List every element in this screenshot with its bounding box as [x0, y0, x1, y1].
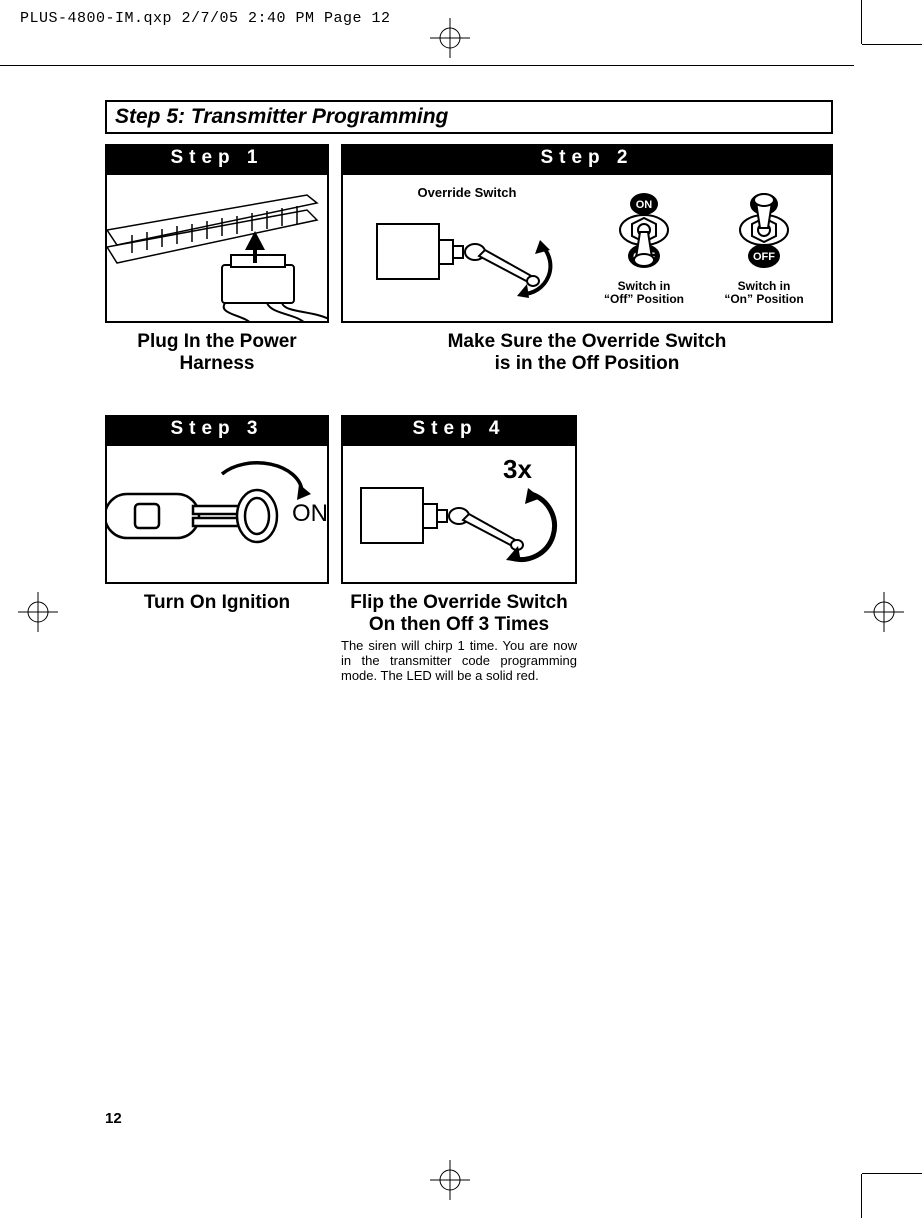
- harness-diagram-icon: [107, 175, 329, 323]
- registration-mark-icon: [430, 1160, 470, 1200]
- step-1-header: Step 1: [105, 144, 329, 173]
- step-4: Step 4 3x: [341, 415, 577, 685]
- crop-mark: [862, 44, 922, 45]
- step-3: Step 3: [105, 415, 329, 685]
- crop-mark: [861, 1174, 862, 1218]
- step-1-caption: Plug In the Power Harness: [105, 331, 329, 375]
- override-switch-side: Override Switch: [355, 185, 579, 311]
- switch-off-caption: Switch in “Off” Position: [589, 280, 699, 306]
- page-content: Step 5: Transmitter Programming Step 1: [105, 100, 833, 724]
- step-4-subcaption: The siren will chirp 1 time. You are now…: [341, 639, 577, 684]
- toggle-off-icon: ON OFF: [604, 190, 684, 280]
- step-2-panel: Override Switch: [341, 173, 833, 323]
- section-title-box: Step 5: Transmitter Programming: [105, 100, 833, 134]
- step-1: Step 1: [105, 144, 329, 375]
- registration-mark-icon: [18, 592, 58, 632]
- svg-text:ON: ON: [636, 199, 653, 211]
- svg-text:OFF: OFF: [753, 251, 775, 263]
- trim-line: [0, 65, 854, 66]
- step-4-header: Step 4: [341, 415, 577, 444]
- section-title: Step 5: Transmitter Programming: [115, 105, 823, 129]
- step-3-caption: Turn On Ignition: [105, 592, 329, 614]
- registration-mark-icon: [864, 592, 904, 632]
- step-1-panel: [105, 173, 329, 323]
- toggle-side-icon: [367, 206, 567, 306]
- registration-mark-icon: [430, 18, 470, 58]
- toggle-flip-icon: 3x: [343, 446, 579, 586]
- step-2-caption: Make Sure the Override Switch is in the …: [341, 331, 833, 375]
- row-2: Step 3: [105, 415, 833, 685]
- svg-text:3x: 3x: [503, 454, 532, 484]
- ignition-key-icon: ON: [107, 446, 331, 586]
- override-switch-label: Override Switch: [355, 185, 579, 200]
- step-4-caption: Flip the Override Switch On then Off 3 T…: [341, 592, 577, 636]
- switch-on-col: ON OFF Switch in “On” Position: [709, 190, 819, 306]
- switch-off-col: ON OFF Switch in “Off” Position: [589, 190, 699, 306]
- crop-mark: [862, 1173, 922, 1174]
- step-4-panel: 3x: [341, 444, 577, 584]
- svg-text:ON: ON: [292, 500, 328, 527]
- page-number: 12: [105, 1110, 122, 1127]
- step-2-header: Step 2: [341, 144, 833, 173]
- crop-mark: [861, 0, 862, 44]
- print-slug: PLUS-4800-IM.qxp 2/7/05 2:40 PM Page 12: [20, 10, 391, 27]
- step-3-header: Step 3: [105, 415, 329, 444]
- switch-on-caption: Switch in “On” Position: [709, 280, 819, 306]
- step-2: Step 2 Override Switch: [341, 144, 833, 375]
- step-3-panel: ON: [105, 444, 329, 584]
- toggle-on-icon: ON OFF: [724, 190, 804, 280]
- row-1: Step 1: [105, 144, 833, 375]
